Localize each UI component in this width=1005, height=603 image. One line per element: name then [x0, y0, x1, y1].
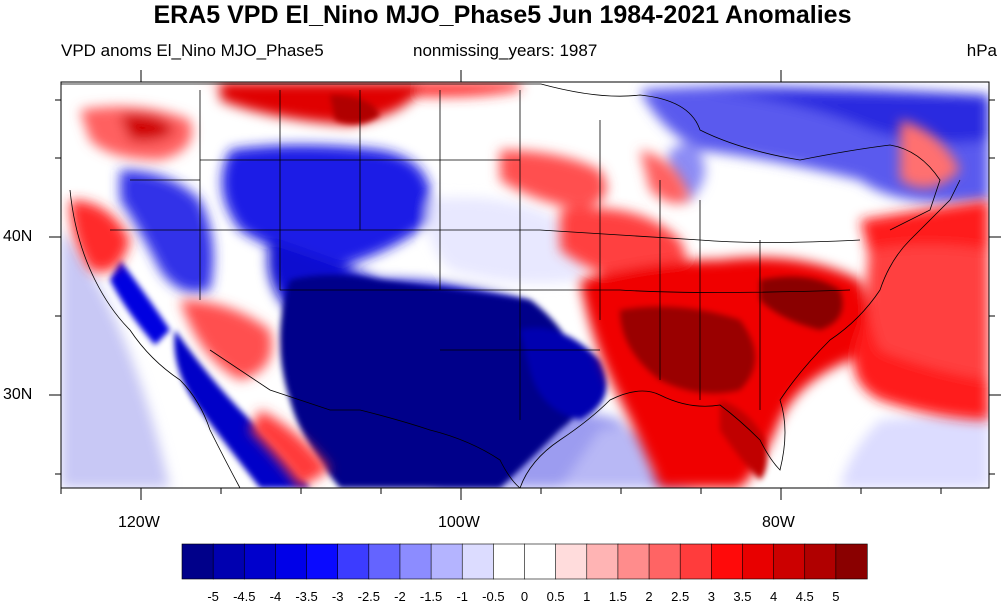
- colorbar-swatch: [243, 543, 277, 580]
- colorbar-label: 4.5: [796, 589, 814, 603]
- lon-label-80w: 80W: [762, 514, 795, 531]
- axis-ticks: [49, 70, 1001, 500]
- colorbar-swatch: [181, 543, 214, 580]
- colorbar-label: -2.5: [358, 589, 380, 603]
- nonmissing-years-label: nonmissing_years: 1987: [413, 41, 598, 60]
- colorbar-swatch: [586, 543, 619, 580]
- lat-label-40n: 40N: [3, 228, 33, 245]
- colorbar-label: 1.5: [609, 589, 627, 603]
- map-frame: [60, 81, 990, 489]
- colorbar-swatch: [493, 543, 526, 580]
- colorbar-label: -1: [456, 589, 468, 603]
- colorbar-swatch: [835, 543, 868, 580]
- field-label: VPD anoms El_Nino MJO_Phase5: [61, 41, 324, 60]
- colorbar-swatch: [617, 543, 650, 580]
- colorbar-swatch: [524, 543, 557, 580]
- figure-title: ERA5 VPD El_Nino MJO_Phase5 Jun 1984-202…: [153, 1, 852, 29]
- colorbar-swatch: [212, 543, 245, 580]
- colorbar-label: -4: [270, 589, 282, 603]
- units-label: hPa: [966, 41, 997, 60]
- colorbar-swatch: [337, 543, 370, 580]
- colorbar-swatch: [306, 543, 339, 580]
- colorbar-swatch: [711, 543, 744, 580]
- colorbar-label: -3: [332, 589, 344, 603]
- colorbar-swatch: [275, 543, 308, 580]
- colorbar-label: 3: [708, 589, 715, 603]
- colorbar-label: -1.5: [420, 589, 442, 603]
- colorbar-label: 1: [583, 589, 590, 603]
- anomaly-field: [61, 82, 989, 488]
- lon-label-120w: 120W: [118, 514, 160, 531]
- colorbar-swatch: [773, 543, 806, 580]
- colorbar-swatch: [430, 543, 463, 580]
- colorbar-label: -0.5: [482, 589, 504, 603]
- colorbar-label: -5: [207, 589, 219, 603]
- anomaly-map: [49, 70, 1001, 500]
- colorbar-swatch: [368, 543, 401, 580]
- colorbar-label: 0: [521, 589, 528, 603]
- colorbar-label: 4: [770, 589, 777, 603]
- boundary-lines: [61, 83, 961, 488]
- colorbar-label: 3.5: [733, 589, 751, 603]
- colorbar-swatch: [555, 543, 588, 580]
- colorbar-swatch: [461, 543, 494, 580]
- colorbar-label: 0.5: [547, 589, 565, 603]
- colorbar-swatch: [399, 543, 432, 580]
- lat-label-30n: 30N: [3, 386, 33, 403]
- colorbar-swatch: [742, 543, 775, 580]
- colorbar-label: 5: [832, 589, 839, 603]
- colorbar-swatch: [804, 543, 837, 580]
- colorbar-label: 2: [645, 589, 652, 603]
- colorbar-label: -4.5: [233, 589, 255, 603]
- colorbar-label: -2: [394, 589, 406, 603]
- lon-label-100w: 100W: [438, 514, 480, 531]
- colorbar-label: -3.5: [295, 589, 317, 603]
- colorbar-swatch: [679, 543, 712, 580]
- colorbar-swatch: [648, 543, 681, 580]
- colorbar-label: 2.5: [671, 589, 689, 603]
